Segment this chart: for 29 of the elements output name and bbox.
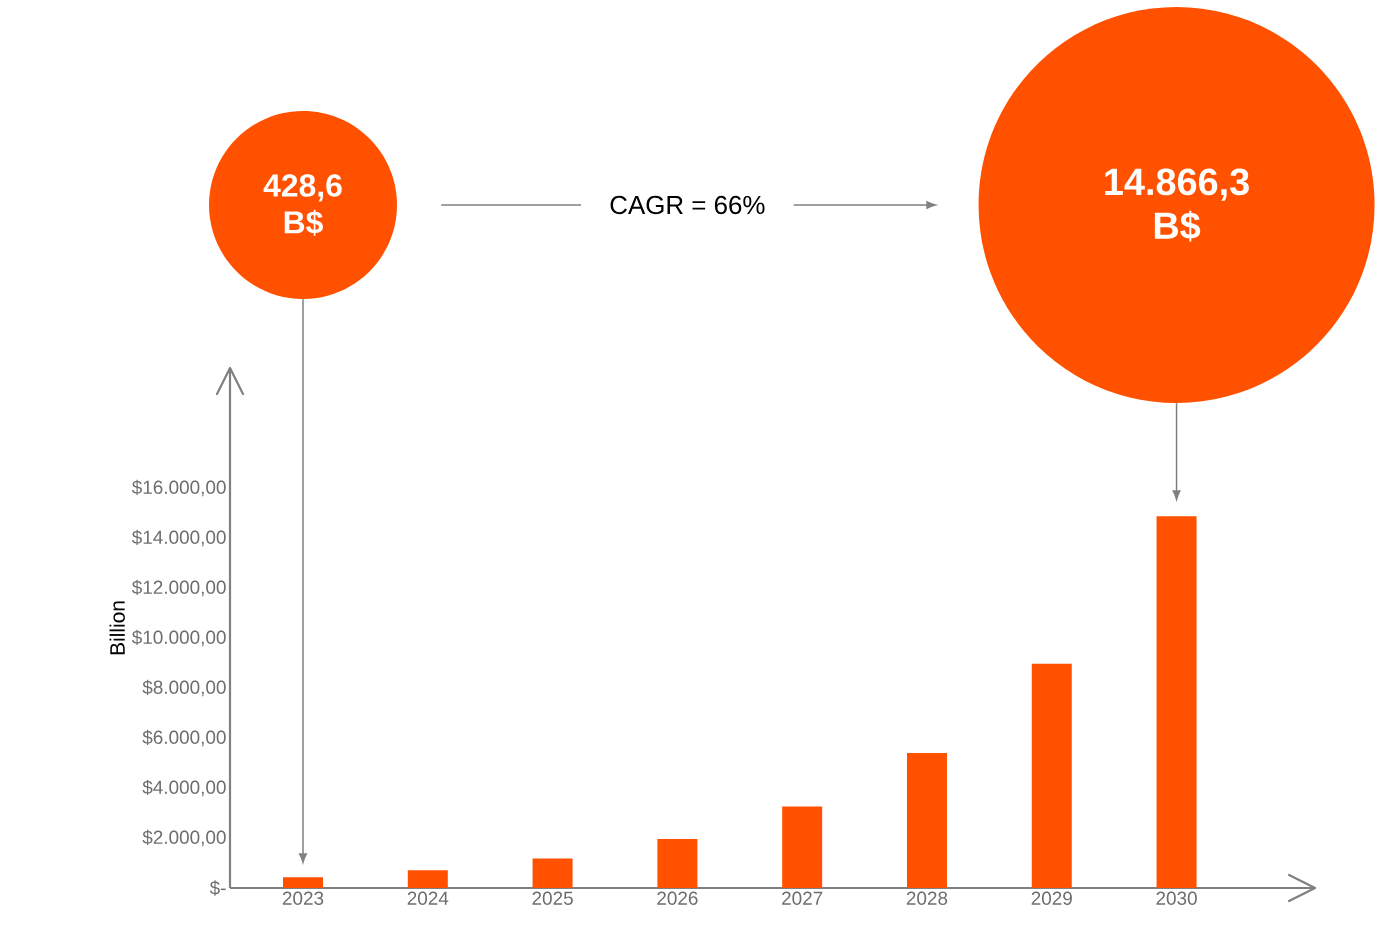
y-tick-label: $- [209, 880, 226, 896]
text: 14.866,3 B$ [1105, 168, 1249, 242]
y-tick-label: $14.000,00 [131, 529, 226, 547]
bar [657, 839, 698, 888]
y-tick-label: $2.000,00 [142, 829, 226, 847]
bar [1156, 516, 1197, 888]
y-tick-label: $8.000,00 [142, 679, 226, 697]
x-tick-label: 2030 [1156, 891, 1197, 905]
x-tick-label: 2024 [407, 891, 449, 905]
x-tick-label: 2028 [906, 891, 948, 905]
bar [283, 877, 323, 888]
bar [1031, 663, 1072, 888]
x-tick-label: 2029 [1031, 891, 1072, 905]
x-tick-label: 2026 [657, 891, 698, 905]
y-tick-label: $6.000,00 [142, 729, 226, 747]
x-tick-label: 2023 [282, 891, 324, 905]
y-axis-title: Billion [109, 601, 125, 655]
bar [906, 753, 947, 888]
bar [407, 870, 448, 888]
y-tick-label: $12.000,00 [131, 579, 226, 597]
bar [532, 858, 573, 888]
y-tick-label: $16.000,00 [131, 479, 226, 497]
x-tick-label: 2027 [782, 891, 823, 905]
y-tick-label: $10.000,00 [131, 629, 226, 647]
text: 428,6 B$ [263, 174, 342, 236]
text: CAGR = 66% [610, 195, 765, 215]
x-tick-label: 2025 [532, 891, 573, 905]
bar [782, 806, 823, 888]
y-tick-label: $4.000,00 [142, 779, 226, 797]
